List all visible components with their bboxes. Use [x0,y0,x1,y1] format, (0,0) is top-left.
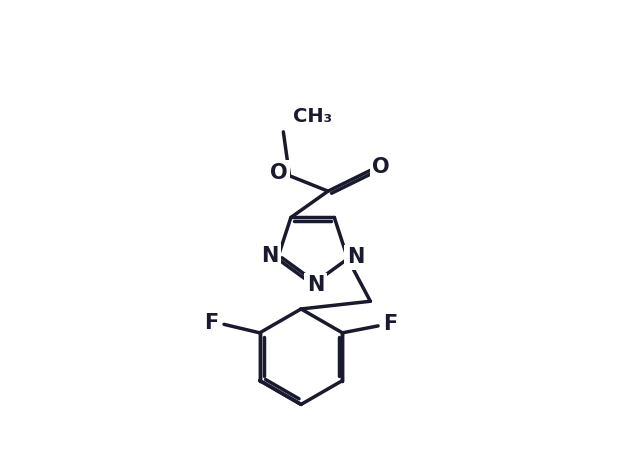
Text: F: F [205,313,219,333]
Text: F: F [383,314,397,334]
Text: N: N [261,246,278,266]
Text: CH₃: CH₃ [292,107,332,125]
Text: N: N [347,247,364,267]
Text: N: N [307,275,324,295]
Text: O: O [372,157,390,177]
Text: O: O [270,163,287,183]
